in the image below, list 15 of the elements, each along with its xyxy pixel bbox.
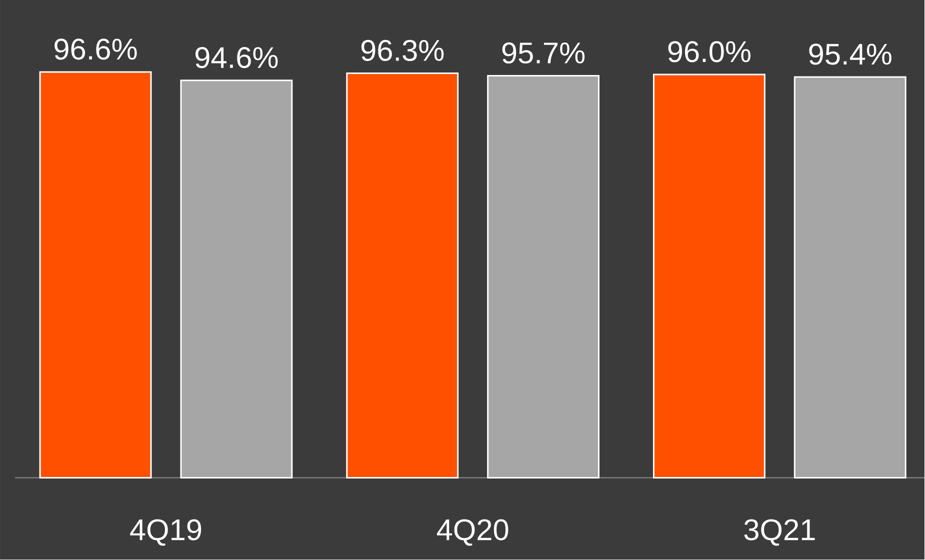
data-label: 95.4% (809, 44, 892, 65)
bar (346, 72, 459, 479)
bar (652, 74, 766, 479)
bar (487, 75, 600, 479)
data-label: 96.3% (361, 40, 444, 62)
x-tick-label: 4Q19 (130, 519, 202, 546)
data-label: 95.7% (502, 42, 585, 64)
data-label: 96.6% (54, 38, 137, 60)
bar (180, 80, 293, 479)
bar (794, 76, 906, 479)
data-label: 96.0% (668, 41, 750, 62)
data-label: 94.6% (195, 47, 278, 68)
x-tick-label: 3Q21 (744, 519, 815, 546)
x-tick-label: 4Q20 (436, 519, 508, 546)
bar (39, 71, 152, 479)
